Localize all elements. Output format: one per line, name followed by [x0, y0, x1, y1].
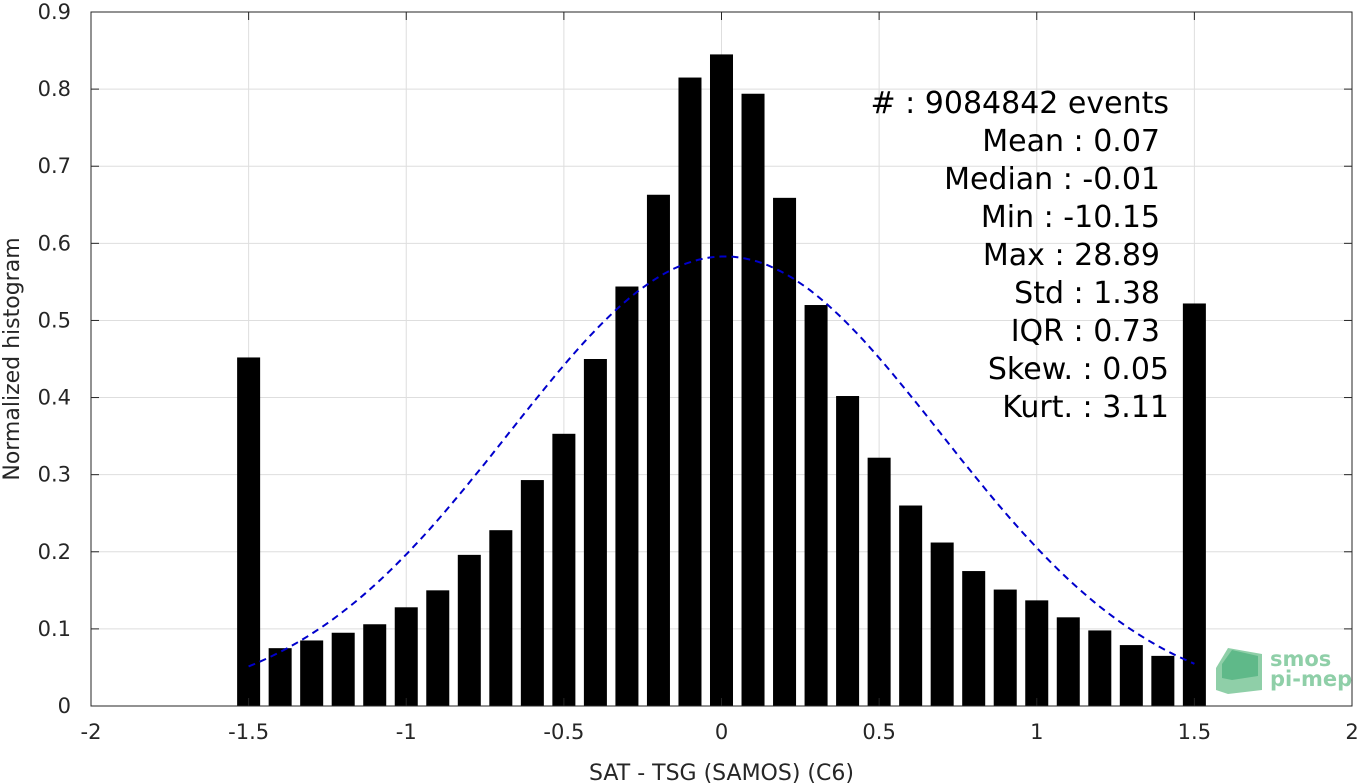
bar [331, 632, 355, 706]
bars [237, 54, 1206, 707]
x-tick-label: 0.5 [862, 720, 895, 744]
bar [1182, 303, 1206, 706]
bar [930, 542, 954, 706]
x-tick-label: -2 [81, 720, 102, 744]
bar [237, 357, 261, 706]
y-tick-label: 0.8 [38, 77, 71, 101]
bar [804, 305, 828, 706]
x-tick-label: -1.5 [228, 720, 269, 744]
bar [899, 505, 923, 706]
bar [678, 77, 702, 707]
bar [1119, 645, 1143, 706]
bar [1088, 630, 1112, 706]
y-ticks: 0 0.1 0.2 0.3 0.4 0.5 0.6 0.7 0.8 0.9 [38, 0, 1352, 718]
y-tick-label: 0.7 [38, 154, 71, 178]
logo-text-line2: pi-mep [1270, 667, 1352, 691]
x-ticks: -2 -1.5 -1 -0.5 0 0.5 1 1.5 2 [81, 12, 1359, 744]
y-tick-label: 0.1 [38, 617, 71, 641]
bar [615, 286, 639, 706]
stat-line: # : 9084842 events [870, 86, 1169, 121]
bar [520, 480, 544, 706]
y-tick-label: 0.4 [38, 386, 71, 410]
bar [489, 530, 513, 706]
bar [646, 194, 670, 706]
x-tick-label: 1 [1030, 720, 1043, 744]
y-tick-label: 0.5 [38, 308, 71, 332]
smos-pimep-logo: smos pi-mep [1216, 647, 1352, 694]
x-tick-label: -1 [396, 720, 417, 744]
x-axis-label: SAT - TSG (SAMOS) (C6) [589, 761, 854, 784]
bar [836, 396, 860, 706]
stat-line: Skew. : 0.05 [988, 352, 1169, 387]
bar [962, 571, 986, 706]
y-tick-label: 0.3 [38, 463, 71, 487]
y-tick-label: 0 [58, 694, 71, 718]
bar [867, 457, 891, 706]
bar [300, 640, 324, 706]
stat-line: IQR : 0.73 [1011, 314, 1160, 349]
bar [709, 54, 734, 706]
x-tick-label: 2 [1345, 720, 1358, 744]
bar [426, 590, 450, 706]
y-tick-label: 0.9 [38, 0, 71, 24]
bar [363, 624, 387, 706]
x-tick-label: 0 [715, 720, 728, 744]
y-tick-label: 0.6 [38, 231, 71, 255]
stat-line: Std : 1.38 [1014, 276, 1160, 311]
logo-mark-shade [1222, 650, 1258, 680]
bar [457, 554, 481, 706]
bar [552, 433, 576, 706]
y-axis-label: Normalized histogram [0, 237, 25, 480]
x-tick-label: 1.5 [1178, 720, 1211, 744]
bar [741, 93, 765, 706]
bar [1025, 600, 1049, 706]
bar [1151, 655, 1175, 706]
stat-line: Median : -0.01 [944, 162, 1160, 197]
bar [268, 648, 292, 706]
stat-line: Max : 28.89 [983, 238, 1160, 273]
x-tick-label: -0.5 [543, 720, 584, 744]
normal-fit-curve [248, 255, 1195, 668]
logo-text-line1: smos [1270, 647, 1331, 671]
bar [583, 359, 607, 706]
bar [1056, 617, 1080, 706]
bar [394, 607, 418, 706]
y-tick-label: 0.2 [38, 540, 71, 564]
stat-line: Mean : 0.07 [982, 124, 1160, 159]
bar [993, 589, 1017, 706]
stat-line: Kurt. : 3.11 [1002, 390, 1169, 425]
bar [773, 197, 797, 707]
stat-line: Min : -10.15 [981, 200, 1160, 235]
